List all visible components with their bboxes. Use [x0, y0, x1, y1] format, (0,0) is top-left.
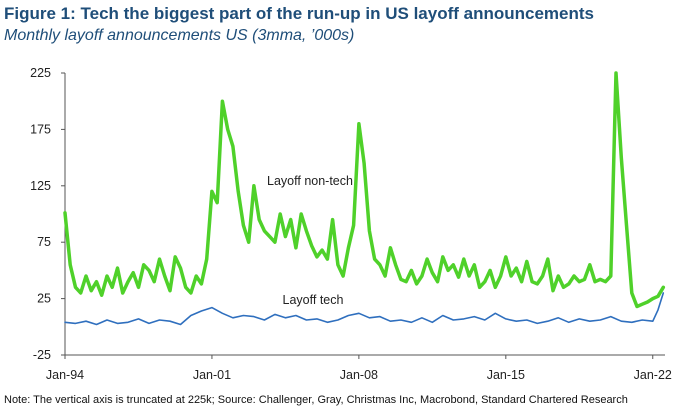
x-axis: Jan-94 Jan-01 Jan-08 Jan-15 Jan-22: [46, 354, 672, 382]
y-tick-label: 225: [30, 66, 51, 80]
x-tick-label: Jan-08: [340, 368, 378, 382]
series-layer: [63, 71, 666, 326]
series-label-non-tech: Layoff non-tech: [267, 174, 353, 188]
series-line-non-tech: [63, 71, 666, 309]
y-tick-label: 25: [37, 292, 51, 306]
x-tick-label: Jan-15: [487, 368, 525, 382]
x-tick-label: Jan-22: [634, 368, 672, 382]
chart-subtitle: Monthly layoff announcements US (3mma, ’…: [4, 27, 355, 44]
x-tick-label: Jan-94: [46, 368, 84, 382]
y-tick-label: -25: [33, 348, 51, 362]
y-axis: 225 175 125 75 25 -25: [30, 66, 66, 362]
source-note: Note: The vertical axis is truncated at …: [4, 394, 628, 406]
annotation-layer: Layoff non-tech Layoff tech: [267, 174, 353, 307]
x-tick-label: Jan-01: [193, 368, 231, 382]
series-line-tech: [64, 292, 665, 326]
series-label-tech: Layoff tech: [283, 293, 344, 307]
y-tick-label: 175: [30, 122, 51, 136]
y-tick-label: 125: [30, 179, 51, 193]
y-tick-label: 75: [37, 235, 51, 249]
figure-title: Figure 1: Tech the biggest part of the r…: [4, 4, 594, 23]
